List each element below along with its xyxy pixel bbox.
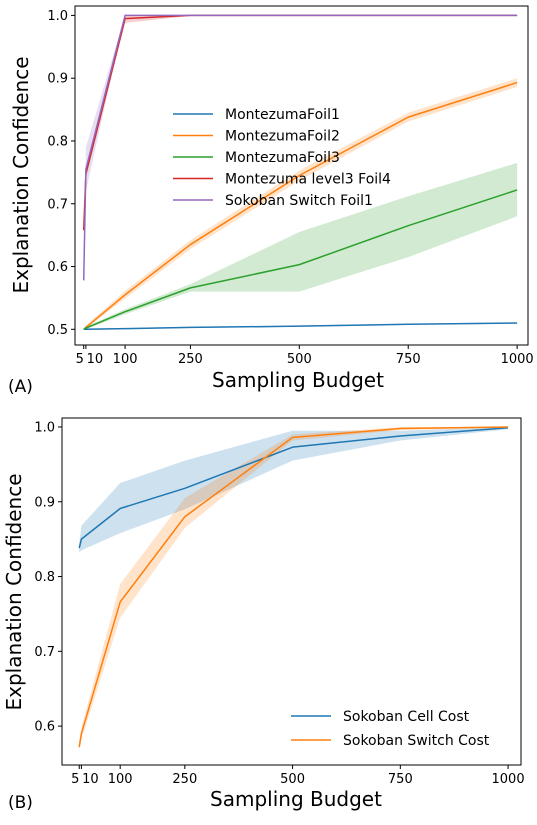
- y-axis-label: Explanation Confidence: [2, 473, 26, 710]
- series-line-2: [83, 189, 518, 330]
- legend-label-1: MontezumaFoil2: [225, 129, 340, 145]
- x-tick-label: 100: [113, 352, 138, 367]
- legend-label-3: Montezuma level3 Foil4: [225, 172, 391, 188]
- x-tick-label: 250: [172, 772, 197, 787]
- x-tick-label: 1000: [501, 352, 534, 367]
- y-tick-label: 0.9: [47, 72, 68, 87]
- x-axis-label: Sampling Budget: [212, 368, 384, 392]
- series-band-2: [83, 162, 518, 330]
- x-tick-label: 5: [76, 352, 84, 367]
- series-line-1: [78, 426, 509, 748]
- x-tick-label: 750: [396, 352, 421, 367]
- y-tick-label: 0.6: [47, 260, 68, 275]
- y-tick-label: 0.7: [34, 645, 55, 660]
- chart-panel-b: 5 10 100 250 500 750 1000 0.6 0.7 0.8 0.9 1.0 Sampli…: [2, 417, 525, 813]
- legend: MontezumaFoil1 MontezumaFoil2 MontezumaFoi…: [173, 107, 391, 209]
- y-axis-label: Explanation Confidence: [9, 56, 33, 293]
- y-tick-label: 0.8: [34, 570, 55, 585]
- y-tick-label: 0.9: [34, 495, 55, 510]
- y-tick-label: 1.0: [34, 420, 55, 435]
- x-tick-label: 10: [87, 352, 104, 367]
- y-tick-label: 0.5: [47, 323, 68, 338]
- chart-panel-a: 5 10 100 250 500 750 1000 0.5 0.6 0.7 0.8 0.9 1.0 Sam…: [8, 5, 534, 397]
- legend-label-4: Sokoban Switch Foil1: [225, 193, 373, 209]
- x-tick-label: 750: [388, 772, 413, 787]
- legend-label-0: Sokoban Cell Cost: [343, 709, 470, 725]
- x-tick-label: 10: [82, 772, 99, 787]
- legend-label-1: Sokoban Switch Cost: [343, 733, 490, 749]
- y-tick-label: 0.6: [34, 720, 55, 735]
- y-tick-label: 0.7: [47, 197, 68, 212]
- x-tick-label: 100: [108, 772, 133, 787]
- y-tick-label: 1.0: [47, 9, 68, 24]
- x-tick-label: 5: [71, 772, 79, 787]
- y-tick-label: 0.8: [47, 134, 68, 149]
- legend-label-2: MontezumaFoil3: [225, 150, 340, 166]
- x-tick-label: 500: [287, 352, 312, 367]
- legend-label-0: MontezumaFoil1: [225, 107, 340, 123]
- series-line-0: [78, 426, 509, 549]
- x-tick-label: 250: [178, 352, 203, 367]
- panel-label: (B): [8, 793, 33, 813]
- plot-frame: [61, 417, 522, 766]
- x-axis-label: Sampling Budget: [210, 787, 382, 811]
- x-tick-label: 1000: [492, 772, 525, 787]
- x-tick-label: 500: [280, 772, 305, 787]
- series-band-1: [79, 426, 509, 752]
- series-line-4: [82, 14, 518, 281]
- plot-frame: [74, 5, 529, 346]
- series-line-0: [83, 322, 518, 331]
- legend: Sokoban Cell Cost Sokoban Switch Cost: [291, 709, 490, 749]
- panel-label: (A): [8, 377, 33, 397]
- series-band-0: [79, 426, 509, 553]
